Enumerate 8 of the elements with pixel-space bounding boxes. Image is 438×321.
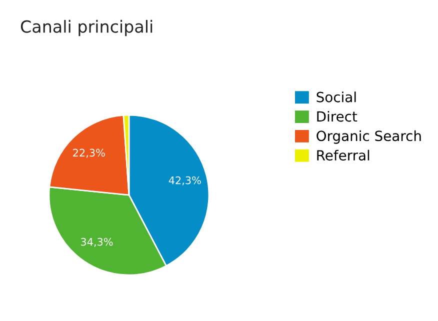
data-label: 22,3% <box>73 148 105 158</box>
legend-label: Direct <box>317 110 358 122</box>
legend-label: Social <box>316 92 356 102</box>
legend-label: Organic Search <box>316 130 421 144</box>
data-label: 42,3% <box>168 176 201 186</box>
chart-title: Canali principali <box>20 20 152 36</box>
data-label: 34,3% <box>81 238 113 247</box>
legend-label: Referral <box>317 150 370 161</box>
